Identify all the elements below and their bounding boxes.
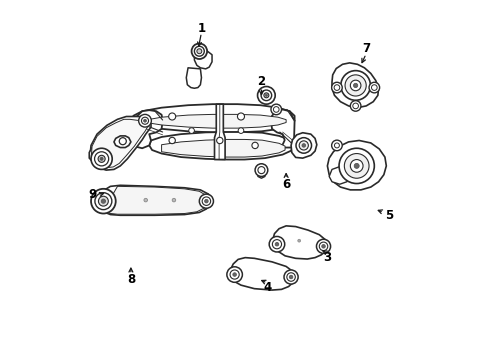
Circle shape <box>188 128 194 134</box>
PathPatch shape <box>327 140 386 190</box>
Circle shape <box>295 138 311 153</box>
Circle shape <box>141 117 148 124</box>
Circle shape <box>191 44 207 59</box>
Circle shape <box>269 237 284 252</box>
PathPatch shape <box>89 140 131 164</box>
Text: 2: 2 <box>257 76 265 89</box>
Circle shape <box>265 94 267 96</box>
Circle shape <box>321 244 325 248</box>
Circle shape <box>302 144 305 147</box>
Circle shape <box>334 143 339 148</box>
Circle shape <box>316 239 330 253</box>
Circle shape <box>199 194 213 208</box>
Circle shape <box>284 270 298 284</box>
PathPatch shape <box>149 132 293 159</box>
Text: 8: 8 <box>126 273 135 286</box>
Circle shape <box>371 85 376 90</box>
Circle shape <box>237 113 244 120</box>
PathPatch shape <box>145 114 285 128</box>
PathPatch shape <box>194 50 212 69</box>
Circle shape <box>275 242 278 246</box>
Circle shape <box>340 71 370 100</box>
PathPatch shape <box>230 258 294 290</box>
Circle shape <box>98 196 108 206</box>
Circle shape <box>255 164 267 176</box>
Text: 1: 1 <box>197 22 205 35</box>
Circle shape <box>273 107 279 112</box>
Circle shape <box>368 82 379 93</box>
Circle shape <box>101 199 105 203</box>
Circle shape <box>91 148 112 170</box>
PathPatch shape <box>331 63 378 108</box>
Circle shape <box>272 240 281 249</box>
Circle shape <box>226 267 242 282</box>
Circle shape <box>353 163 358 168</box>
Circle shape <box>331 82 342 93</box>
Text: 9: 9 <box>88 188 96 201</box>
Circle shape <box>251 142 258 149</box>
Circle shape <box>100 157 103 160</box>
Circle shape <box>238 128 244 134</box>
Circle shape <box>119 138 126 145</box>
PathPatch shape <box>186 68 201 88</box>
Circle shape <box>168 113 175 120</box>
Circle shape <box>94 152 108 166</box>
PathPatch shape <box>90 117 151 170</box>
PathPatch shape <box>99 185 210 215</box>
PathPatch shape <box>114 136 131 148</box>
Circle shape <box>331 140 342 151</box>
PathPatch shape <box>132 104 294 132</box>
Circle shape <box>95 193 112 210</box>
PathPatch shape <box>214 104 224 159</box>
Circle shape <box>202 197 210 206</box>
PathPatch shape <box>132 110 163 148</box>
Text: 5: 5 <box>384 210 392 222</box>
PathPatch shape <box>272 226 327 259</box>
Circle shape <box>319 242 327 251</box>
Circle shape <box>194 46 204 56</box>
Circle shape <box>232 273 236 276</box>
Circle shape <box>349 101 360 111</box>
Circle shape <box>204 199 208 203</box>
Circle shape <box>261 90 271 100</box>
PathPatch shape <box>328 167 349 184</box>
Circle shape <box>345 75 366 96</box>
Circle shape <box>353 83 357 87</box>
PathPatch shape <box>91 119 148 168</box>
PathPatch shape <box>103 186 208 214</box>
Circle shape <box>216 137 223 144</box>
Circle shape <box>289 275 292 279</box>
Circle shape <box>264 93 268 98</box>
Circle shape <box>172 198 175 202</box>
Circle shape <box>344 153 368 178</box>
Circle shape <box>338 148 374 184</box>
Circle shape <box>299 141 308 150</box>
Circle shape <box>349 80 360 91</box>
Text: 4: 4 <box>263 281 271 294</box>
Circle shape <box>143 198 147 202</box>
Circle shape <box>143 119 146 122</box>
Circle shape <box>229 270 239 279</box>
Circle shape <box>98 155 105 162</box>
Text: 3: 3 <box>323 251 331 264</box>
Circle shape <box>270 104 281 115</box>
Circle shape <box>297 239 300 242</box>
Circle shape <box>349 159 362 172</box>
Circle shape <box>352 103 358 109</box>
Circle shape <box>333 85 339 90</box>
PathPatch shape <box>290 133 316 158</box>
Circle shape <box>257 167 264 174</box>
Circle shape <box>257 86 275 104</box>
Circle shape <box>91 189 116 213</box>
PathPatch shape <box>257 170 264 178</box>
Text: 7: 7 <box>362 42 369 55</box>
Circle shape <box>286 273 295 281</box>
Circle shape <box>197 49 202 54</box>
Circle shape <box>139 114 151 127</box>
Circle shape <box>169 137 175 144</box>
Text: 6: 6 <box>282 178 290 191</box>
PathPatch shape <box>270 109 296 148</box>
PathPatch shape <box>161 139 285 157</box>
